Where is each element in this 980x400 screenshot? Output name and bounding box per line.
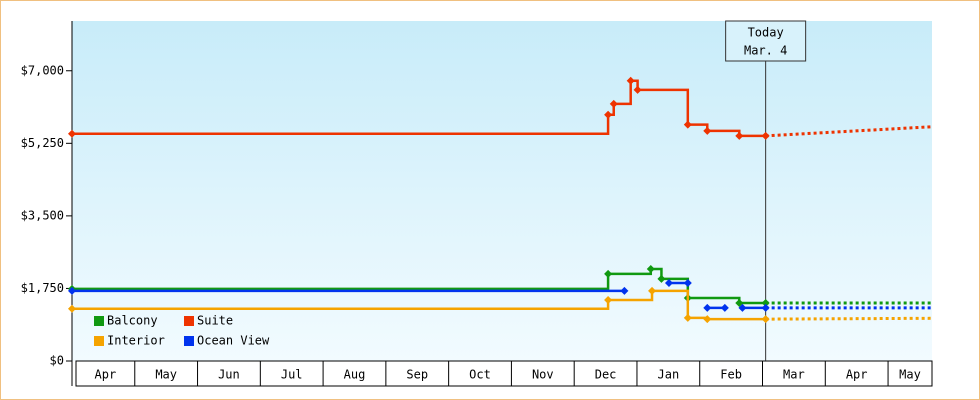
point-marker: [604, 296, 613, 305]
legend-label: Interior: [107, 334, 165, 348]
x-tick-label: Jun: [218, 368, 240, 382]
point-marker: [703, 126, 712, 135]
plot-area: [72, 21, 932, 361]
y-tick-label: $1,750: [21, 281, 64, 295]
legend-label: Ocean View: [197, 334, 270, 348]
point-marker: [657, 274, 666, 283]
point-marker: [604, 110, 613, 119]
x-tick-label: Aug: [344, 368, 366, 382]
x-tick-label: Dec: [595, 368, 617, 382]
today-box: [725, 20, 807, 62]
point-marker: [646, 264, 655, 273]
x-tick-label: May: [155, 368, 177, 382]
x-tick-label: Feb: [720, 368, 742, 382]
point-marker: [648, 286, 657, 295]
legend-swatch: [184, 336, 194, 346]
point-marker: [664, 279, 673, 288]
point-marker: [703, 315, 712, 324]
point-marker: [683, 313, 692, 322]
point-marker: [683, 279, 692, 288]
x-tick-label: Jan: [658, 368, 680, 382]
point-marker: [68, 304, 76, 313]
x-tick-label: Apr: [846, 368, 868, 382]
point-marker: [609, 99, 618, 108]
x-tick-label: Jul: [281, 368, 303, 382]
legend-swatch: [94, 316, 104, 326]
point-marker: [738, 303, 747, 312]
x-tick-label: Mar: [783, 368, 805, 382]
point-marker: [68, 286, 76, 295]
legend-swatch: [94, 336, 104, 346]
point-marker: [761, 298, 770, 307]
point-marker: [735, 298, 744, 307]
legend-label: Balcony: [107, 314, 158, 328]
point-marker: [761, 303, 770, 312]
point-marker: [683, 120, 692, 129]
y-tick-label: $5,250: [21, 136, 64, 150]
point-marker: [68, 129, 76, 138]
point-marker: [626, 76, 635, 85]
today-label: Mar. 4: [744, 44, 787, 58]
y-tick-label: $3,500: [21, 208, 64, 222]
point-marker: [604, 269, 613, 278]
x-tick-label: Nov: [532, 368, 554, 382]
point-marker: [620, 286, 629, 295]
projection-line: [765, 316, 933, 321]
point-marker: [761, 315, 770, 324]
legend-swatch: [184, 316, 194, 326]
today-label: Today: [748, 26, 784, 40]
point-marker: [703, 303, 712, 312]
point-marker: [761, 131, 770, 140]
y-tick-label: $7,000: [21, 63, 64, 77]
point-marker: [735, 131, 744, 140]
projection-line: [765, 125, 933, 138]
x-tick-label: May: [899, 368, 921, 382]
x-tick-label: Oct: [469, 368, 491, 382]
point-marker: [720, 303, 729, 312]
series-line: [72, 281, 766, 310]
x-axis-band: [75, 360, 933, 387]
legend-label: Suite: [197, 314, 233, 328]
y-tick-label: $0: [50, 354, 64, 368]
x-tick-label: Apr: [95, 368, 117, 382]
x-tick-label: Sep: [406, 368, 428, 382]
point-marker: [633, 85, 642, 94]
